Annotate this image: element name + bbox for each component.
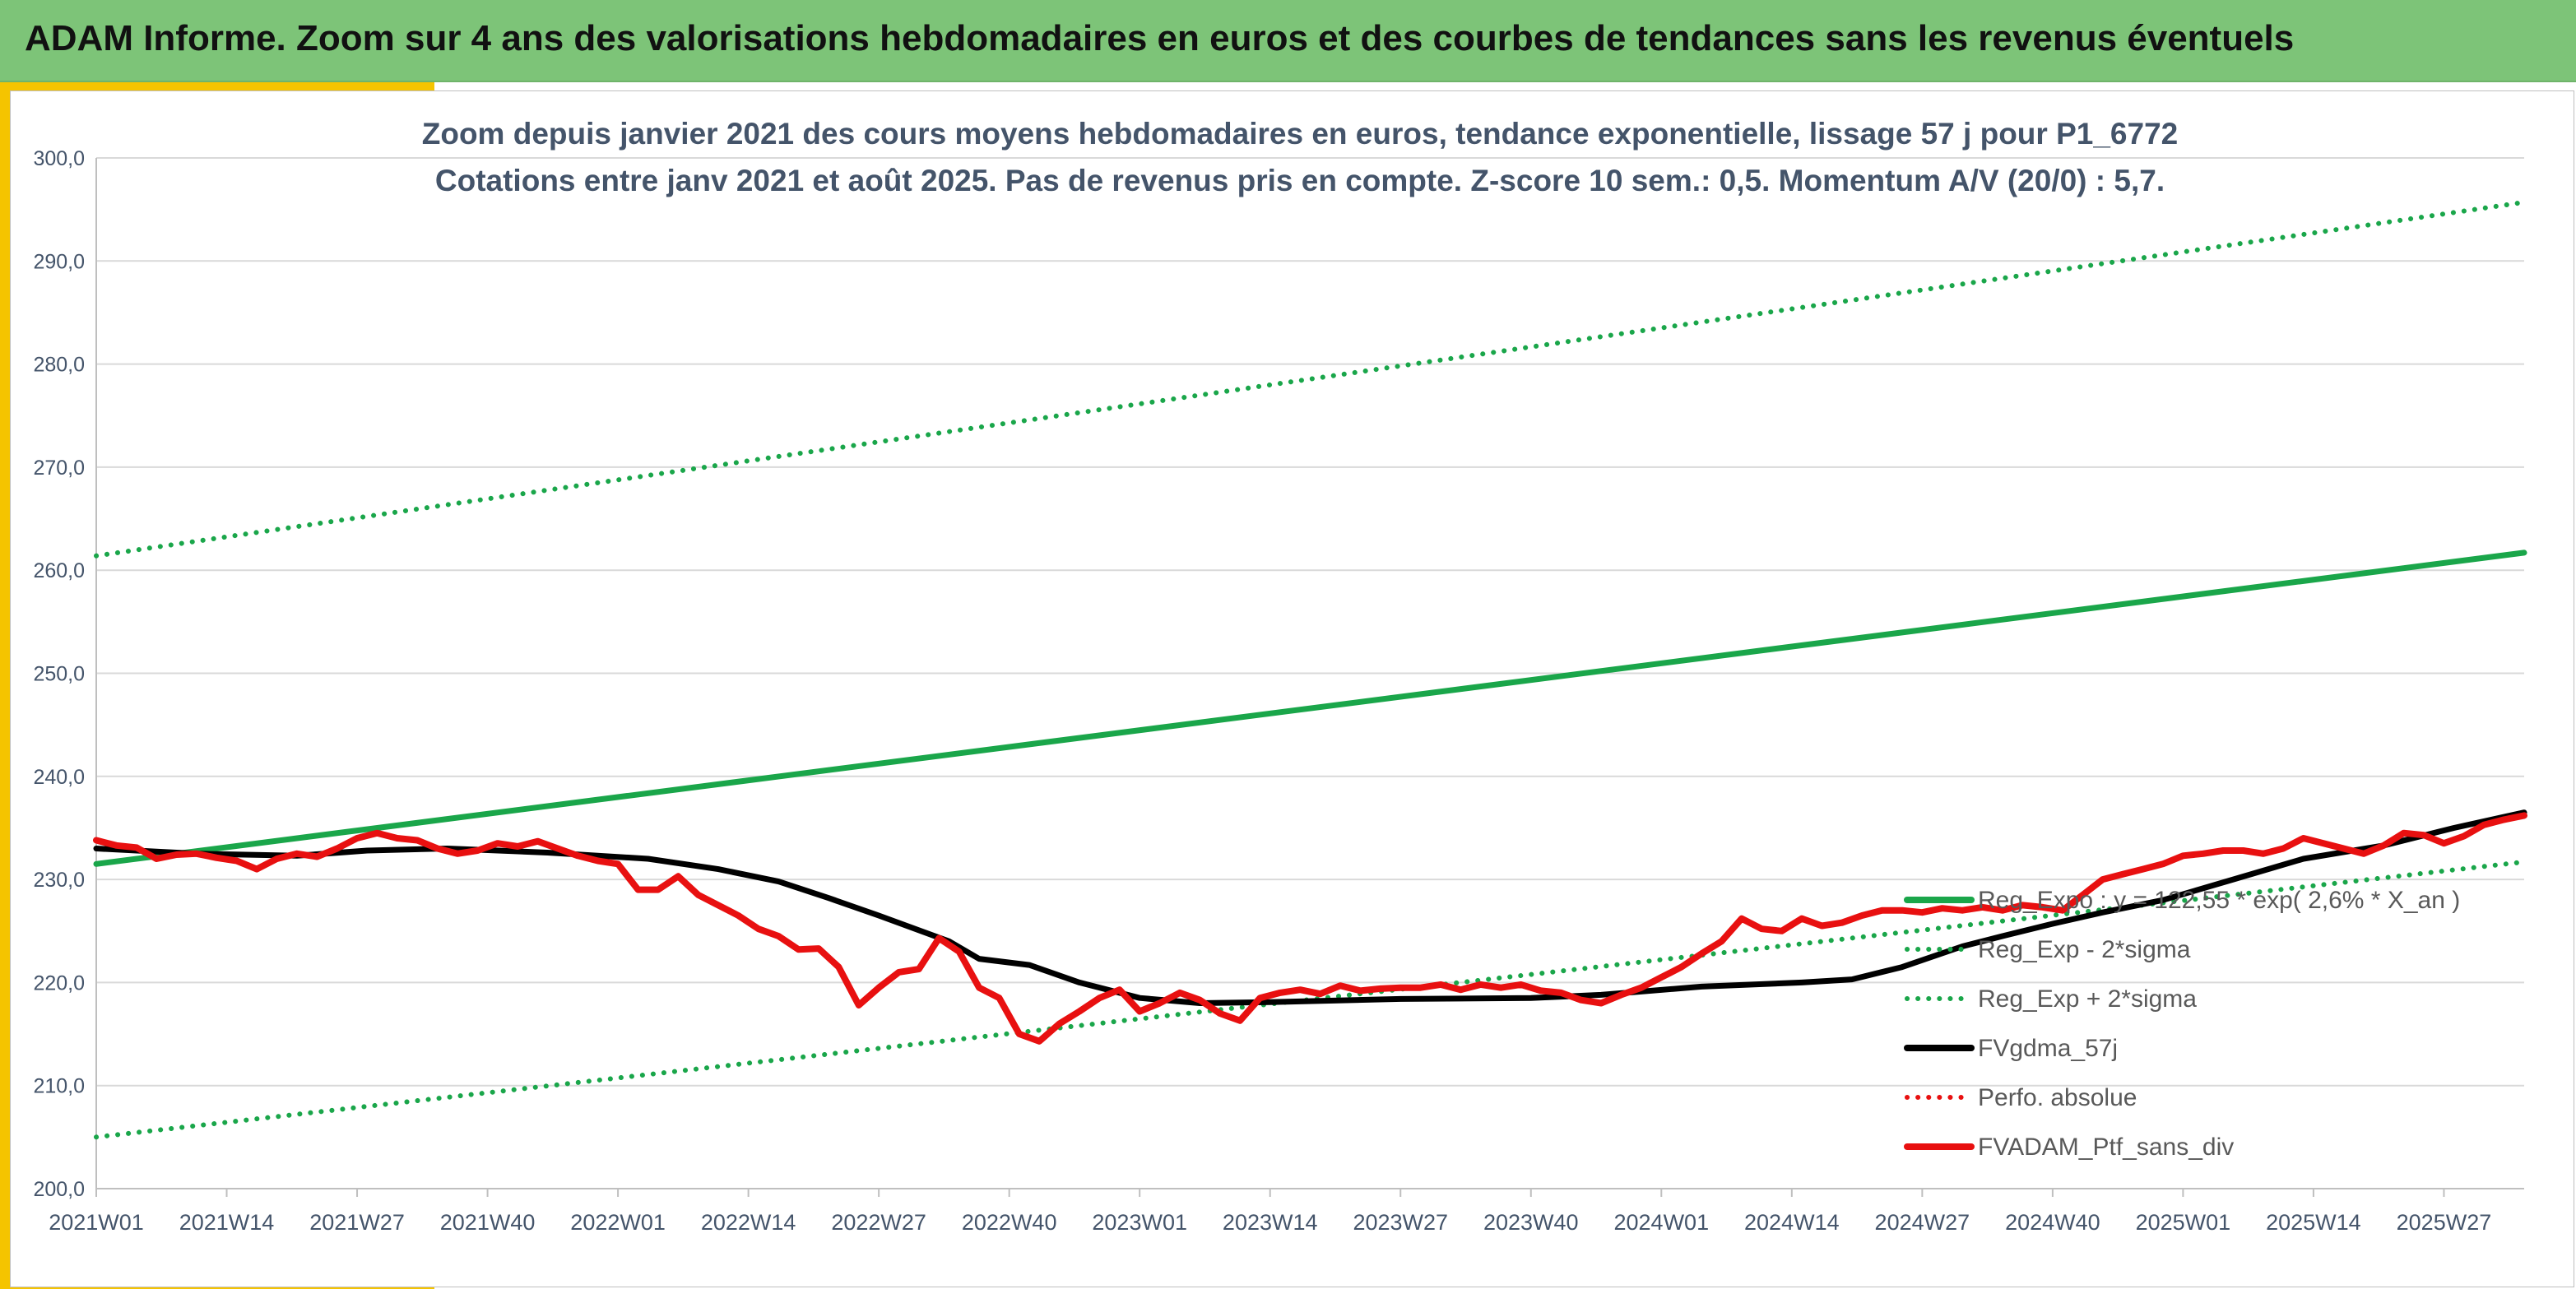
page-title: ADAM Informe. Zoom sur 4 ans des valoris…	[25, 18, 2295, 58]
y-tick-label: 240,0	[33, 766, 85, 789]
x-tick-label: 2025W27	[2397, 1210, 2492, 1235]
series-line-3	[93, 809, 2527, 1006]
legend-entry: Perfo. absolue	[1978, 1084, 2137, 1111]
y-tick-label: 280,0	[33, 354, 85, 377]
x-tick-label: 2021W27	[309, 1210, 405, 1235]
x-tick-label: 2024W01	[1614, 1210, 1710, 1235]
x-tick-label: 2022W27	[831, 1210, 926, 1235]
grid	[96, 157, 2524, 1189]
chart-title: Zoom depuis janvier 2021 des cours moyen…	[422, 117, 2178, 151]
x-tick-label: 2023W01	[1092, 1210, 1187, 1235]
series-line-5	[93, 812, 2527, 1045]
legend-entry: FVgdma_57j	[1978, 1035, 2118, 1062]
series	[93, 199, 2527, 1140]
accent-bar-left	[0, 82, 10, 1289]
x-tick-label: 2024W27	[1875, 1210, 1970, 1235]
x-tick-label: 2022W40	[962, 1210, 1057, 1235]
x-tick-label: 2022W14	[701, 1210, 796, 1235]
x-tick-label: 2024W14	[1744, 1210, 1840, 1235]
axes: 200,0 210,0 220,0 230,0 240,0 250,0 260,0 270,0…	[33, 147, 2524, 1235]
x-tick-label: 2025W14	[2266, 1210, 2361, 1235]
legend-entry: Reg_Exp + 2*sigma	[1978, 985, 2197, 1013]
x-tick-label: 2024W40	[2005, 1210, 2100, 1235]
y-tick-label: 290,0	[33, 250, 85, 273]
chart-subtitle: Cotations entre janv 2021 et août 2025. …	[435, 164, 2165, 197]
y-tick-label: 270,0	[33, 457, 85, 480]
x-tick-label: 2025W01	[2136, 1210, 2231, 1235]
legend: Reg_Expo : y = 122,55 * exp( 2,6% * X_an…	[1904, 887, 2460, 1161]
legend-entry: Reg_Exp - 2*sigma	[1978, 936, 2191, 963]
chart-frame	[10, 90, 2574, 1287]
x-tick-label: 2021W40	[440, 1210, 536, 1235]
y-tick-label: 230,0	[33, 869, 85, 892]
y-tick-label: 260,0	[33, 559, 85, 582]
series-line-2	[94, 199, 2527, 559]
x-tick-label: 2023W40	[1483, 1210, 1579, 1235]
legend-entry: FVADAM_Ptf_sans_div	[1978, 1134, 2234, 1161]
x-tick-label: 2023W14	[1223, 1210, 1318, 1235]
x-tick-label: 2023W27	[1353, 1210, 1448, 1235]
header-banner: ADAM Informe. Zoom sur 4 ans des valoris…	[0, 0, 2576, 82]
y-tick-label: 200,0	[33, 1178, 85, 1201]
accent-bar-top	[0, 82, 434, 90]
y-tick-label: 220,0	[33, 971, 85, 995]
series-line-0	[93, 549, 2527, 867]
x-tick-label: 2021W14	[179, 1210, 275, 1235]
x-tick-label: 2022W01	[570, 1210, 666, 1235]
y-tick-label: 250,0	[33, 663, 85, 686]
x-tick-label: 2021W01	[49, 1210, 144, 1235]
y-tick-label: 300,0	[33, 147, 85, 170]
legend-entry: Reg_Expo : y = 122,55 * exp( 2,6% * X_an…	[1978, 887, 2460, 914]
y-tick-label: 210,0	[33, 1075, 85, 1098]
